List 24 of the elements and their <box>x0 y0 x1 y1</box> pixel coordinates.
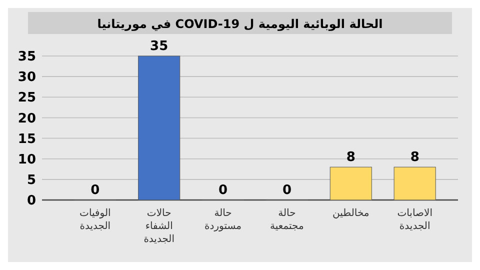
y-tick-label: 35 <box>18 50 36 65</box>
data-label: 35 <box>150 39 168 54</box>
x-tick-label: حالة مجتمعية <box>270 208 304 232</box>
y-tick-label: 15 <box>18 132 36 147</box>
bar <box>330 166 372 200</box>
y-tick-label: 25 <box>18 90 36 106</box>
data-label: 0 <box>218 183 228 198</box>
data-label: 0 <box>282 183 292 198</box>
y-tick-label: 30 <box>18 70 36 86</box>
x-tick-label: حالة مستوردة <box>204 208 242 232</box>
chart-title: الحالة الوبائية اليومية ل COVID-19 في موريتانيا <box>97 17 383 31</box>
x-tick-label: الاصابات الجديدة <box>397 208 432 232</box>
data-label: 0 <box>90 183 100 198</box>
bar <box>138 56 180 200</box>
y-tick-label: 10 <box>18 152 36 168</box>
data-label: 8 <box>346 150 356 166</box>
y-tick-label: 5 <box>26 172 36 188</box>
x-tick-label: حالات الشفاء الجديدة <box>144 208 174 245</box>
data-label: 8 <box>410 150 420 166</box>
y-tick-label: 0 <box>26 194 36 209</box>
x-tick-label: الوفيات الجديدة <box>80 208 111 232</box>
x-tick-label: مخالطين <box>332 208 370 219</box>
y-tick-label: 20 <box>18 111 36 126</box>
bar <box>394 166 436 200</box>
